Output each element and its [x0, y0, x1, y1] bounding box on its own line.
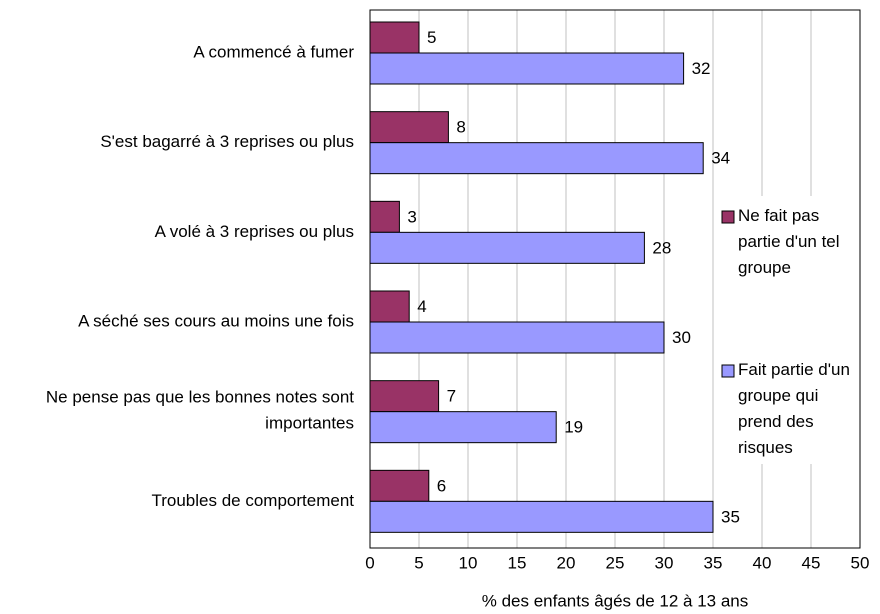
- bar: [369, 290, 410, 323]
- legend-box: [716, 196, 858, 464]
- x-axis-label: % des enfants âgés de 12 à 13 ans: [482, 591, 749, 610]
- legend-swatch: [721, 364, 735, 378]
- data-label: 34: [711, 149, 730, 168]
- bar: [369, 411, 557, 444]
- x-tick-label: 30: [655, 553, 674, 572]
- data-label: 4: [417, 297, 426, 316]
- x-tick-label: 50: [851, 553, 870, 572]
- plot-border: [369, 9, 861, 549]
- bar: [369, 142, 704, 175]
- bar: [369, 231, 645, 264]
- y-tick-label: Ne pense pas que les bonnes notes sont im…: [46, 388, 354, 433]
- data-label: 5: [427, 28, 436, 47]
- bar: [369, 469, 430, 502]
- x-tick-label: 10: [459, 553, 478, 572]
- legend-label: Ne fait pas partie d'un tel groupe: [738, 206, 840, 277]
- bar: [369, 200, 400, 233]
- bar: [369, 111, 449, 144]
- data-label: 32: [692, 59, 711, 78]
- data-label: 8: [456, 118, 465, 137]
- bar: [369, 321, 665, 354]
- x-tick-label: 20: [557, 553, 576, 572]
- bar: [369, 500, 714, 533]
- bar: [369, 380, 440, 413]
- x-tick-label: 35: [704, 553, 723, 572]
- x-tick-label: 5: [414, 553, 423, 572]
- bar: [369, 52, 685, 85]
- bar: [369, 21, 420, 54]
- x-tick-label: 15: [508, 553, 527, 572]
- legend-label: Fait partie d'un groupe qui prend des risqu…: [738, 360, 850, 457]
- y-tick-label: A volé à 3 reprises ou plus: [155, 222, 354, 241]
- y-tick-label: A commencé à fumer: [193, 42, 354, 61]
- legend-swatch: [721, 210, 735, 224]
- data-label: 3: [407, 207, 416, 226]
- data-label: 19: [564, 418, 583, 437]
- y-tick-label: S'est bagarré à 3 reprises ou plus: [100, 132, 354, 151]
- data-label: 35: [721, 507, 740, 526]
- y-tick-label: Troubles de comportement: [151, 491, 354, 510]
- x-tick-label: 25: [606, 553, 625, 572]
- data-label: 28: [652, 238, 671, 257]
- x-tick-label: 0: [365, 553, 374, 572]
- data-label: 30: [672, 328, 691, 347]
- data-label: 7: [447, 387, 456, 406]
- data-label: 6: [437, 476, 446, 495]
- y-tick-label: A séché ses cours au moins une fois: [78, 311, 354, 330]
- x-tick-label: 40: [753, 553, 772, 572]
- x-tick-label: 45: [802, 553, 821, 572]
